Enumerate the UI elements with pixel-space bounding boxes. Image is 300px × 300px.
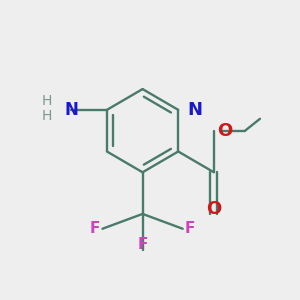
Text: O: O (218, 122, 233, 140)
Text: H: H (41, 109, 52, 123)
Text: F: F (137, 237, 148, 252)
Text: H: H (41, 94, 52, 108)
Text: F: F (185, 221, 195, 236)
Text: F: F (90, 221, 100, 236)
Text: N: N (187, 101, 202, 119)
Text: N: N (64, 101, 78, 119)
Text: O: O (206, 200, 221, 218)
